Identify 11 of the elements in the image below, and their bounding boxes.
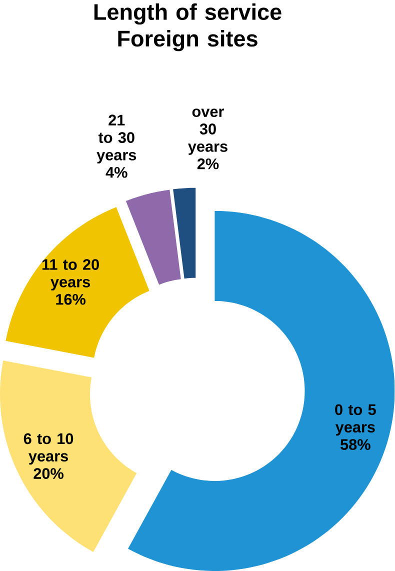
data-label: 58% xyxy=(340,439,371,450)
slice-label: 11 to 20 years xyxy=(42,259,100,290)
slice-label: 0 to 5 years xyxy=(335,404,376,436)
slice-label: 21 to 30 years xyxy=(96,114,136,164)
chart-title: Length of service Foreign sites xyxy=(94,3,282,52)
data-label: 20% xyxy=(34,468,64,479)
data-label: 2% xyxy=(198,158,219,170)
data-label: 16% xyxy=(56,294,86,305)
slice-label: 6 to 10 years xyxy=(24,433,74,465)
data-label: 4% xyxy=(106,166,128,178)
slice-label: over 30 years xyxy=(188,108,228,155)
